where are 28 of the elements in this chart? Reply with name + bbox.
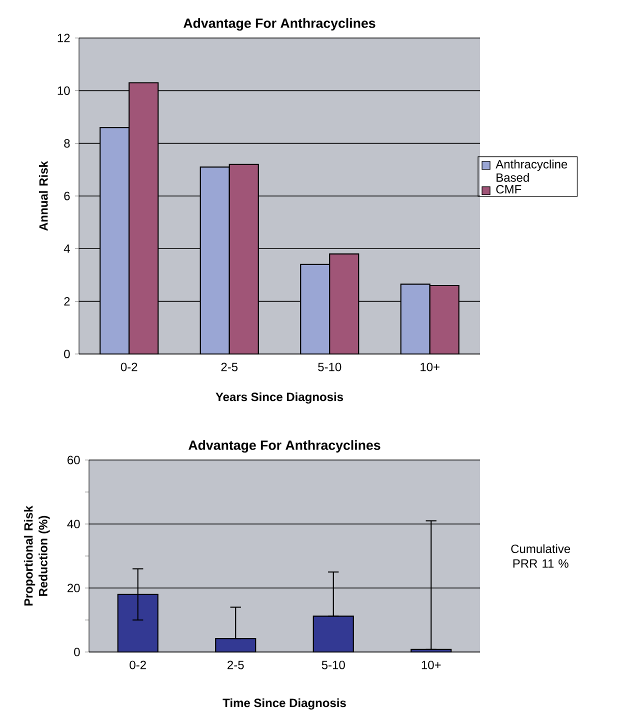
- y-axis-title: Annual Risk: [38, 160, 48, 231]
- y-tick-label: 60: [68, 456, 80, 464]
- x-tick-label: 2-5: [221, 362, 238, 372]
- chart-title: Advantage For Anthracyclines: [184, 18, 376, 31]
- x-tick-label: 0-2: [120, 362, 138, 372]
- y-tick-label: 4: [64, 244, 70, 253]
- y-tick-label: 12: [58, 34, 70, 42]
- chart-title: Advantage For Anthracyclines: [188, 440, 380, 453]
- y-tick-label: 0: [74, 648, 80, 656]
- y-tick-label: 6: [64, 192, 70, 200]
- y-tick-label: 40: [67, 520, 80, 528]
- y-tick-label: 8: [64, 139, 70, 148]
- legend-label: CMF: [496, 185, 522, 194]
- y-tick-label: 10: [58, 86, 70, 95]
- x-tick-label: 10+: [420, 362, 440, 372]
- x-tick-label: 0-2: [130, 660, 146, 670]
- y-axis-title: Proportional Risk Reduction (%): [24, 506, 50, 606]
- text: Cumulative PRR 11 %: [511, 544, 570, 568]
- x-tick-label: 5-10: [322, 660, 345, 670]
- legend-label: Anthracycline Based: [496, 160, 568, 182]
- y-tick-label: 2: [64, 297, 70, 306]
- x-tick-label: 2-5: [228, 660, 244, 670]
- x-tick-label: 5-10: [318, 362, 342, 372]
- y-tick-label: 20: [68, 584, 80, 592]
- x-axis-title: Years Since Diagnosis: [216, 392, 344, 404]
- x-axis-title: Time Since Diagnosis: [222, 698, 346, 710]
- x-tick-label: 10+: [422, 660, 441, 670]
- y-tick-label: 0: [64, 350, 70, 358]
